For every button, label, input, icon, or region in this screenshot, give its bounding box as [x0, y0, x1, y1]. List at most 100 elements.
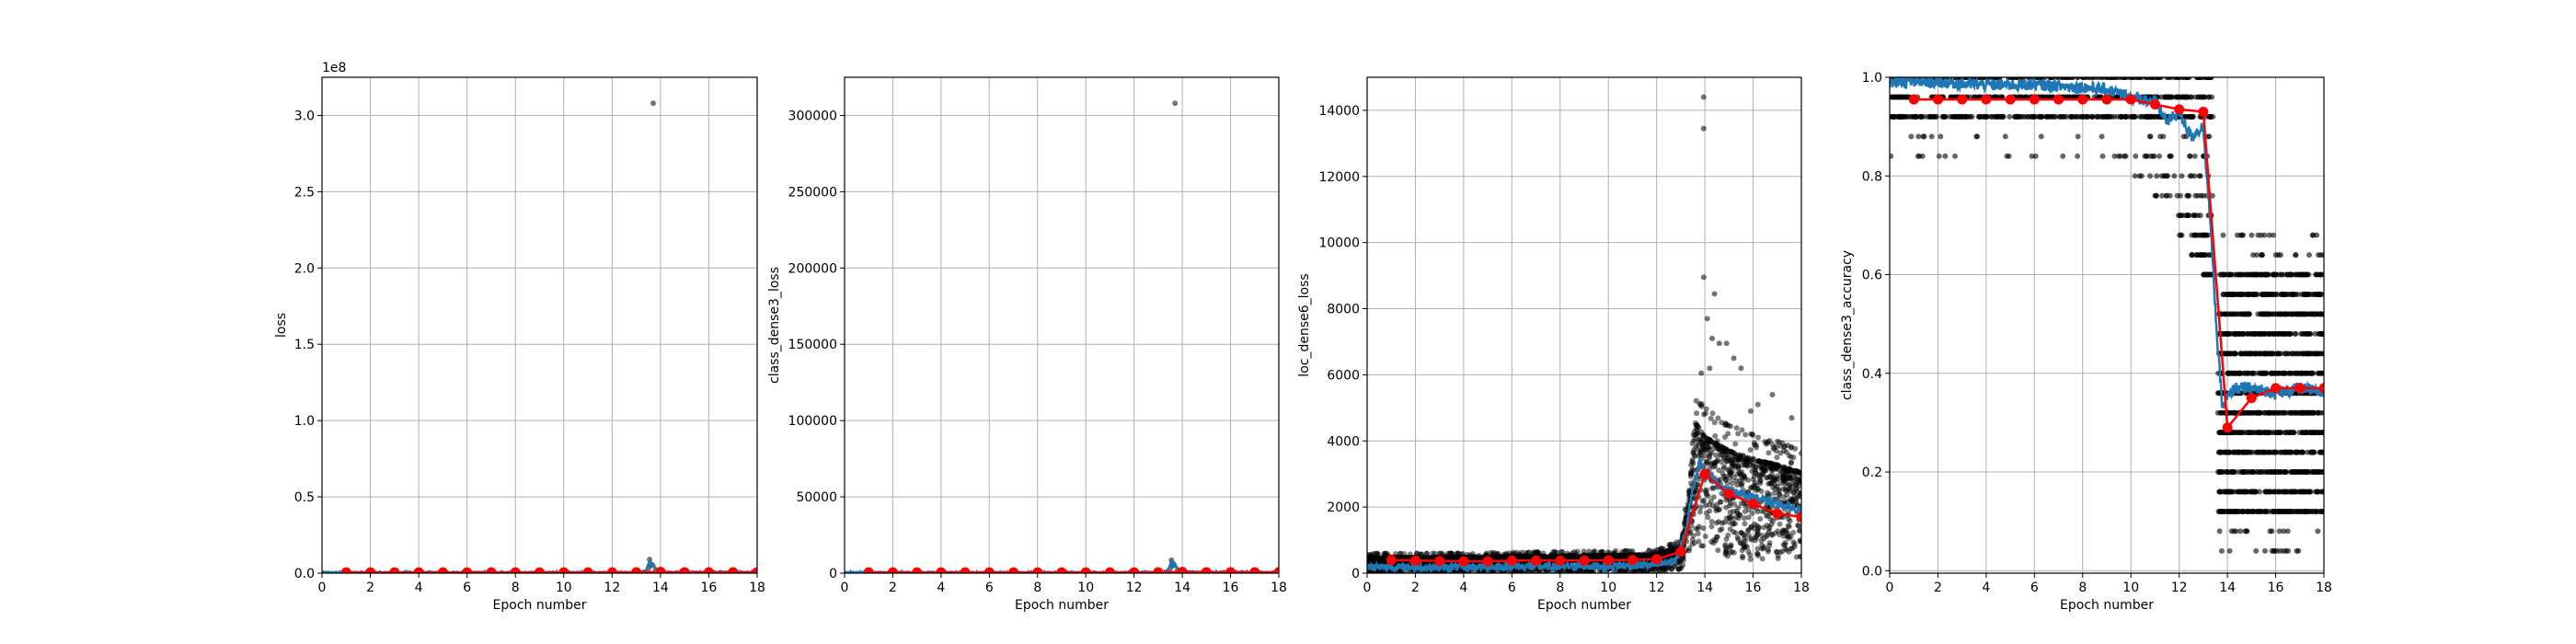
scatter-point	[1696, 509, 1703, 515]
scatter-point	[1673, 539, 1680, 546]
scatter-point	[1898, 113, 1904, 120]
scatter-point	[1921, 133, 1927, 140]
x-tick-label: 8	[1556, 581, 1564, 595]
scatter-point	[1694, 410, 1700, 417]
scatter-point	[2132, 113, 2138, 120]
scatter-point	[2267, 430, 2273, 436]
scatter-point	[2269, 469, 2275, 476]
y-tick-label: 0.5	[294, 490, 315, 505]
epoch-mean-marker	[1458, 556, 1469, 567]
scatter-point	[1721, 464, 1728, 470]
scatter-point	[2132, 173, 2138, 179]
epoch-mean-marker	[1386, 555, 1397, 566]
scatter-point	[2159, 192, 2166, 199]
scatter-point	[1790, 468, 1797, 475]
scatter-point	[1747, 408, 1754, 414]
scatter-point	[1754, 486, 1761, 492]
scatter-point	[2312, 469, 2318, 476]
scatter-point	[1696, 476, 1703, 482]
scatter-point	[2188, 113, 2194, 120]
scatter-point	[1915, 153, 1921, 159]
x-tick-label: 16	[701, 581, 718, 595]
scatter-point	[2145, 77, 2151, 80]
scatter-point	[1795, 468, 1801, 475]
y-tick-label: 0	[829, 567, 837, 581]
scatter-point	[1976, 113, 1983, 120]
scatter-point	[1567, 553, 1573, 559]
scatter-point	[1708, 523, 1715, 530]
scatter-point	[2237, 430, 2244, 436]
scatter-point	[1761, 544, 1767, 550]
x-tick-label: 16	[1223, 581, 1239, 595]
scatter-point	[2060, 153, 2066, 159]
epoch-mean-marker	[1675, 546, 1686, 558]
scatter-point	[1729, 480, 1735, 487]
scatter-point	[2194, 252, 2201, 259]
scatter-point	[2314, 489, 2320, 495]
x-tick-label: 2	[889, 581, 897, 595]
scatter-point	[1747, 557, 1754, 563]
scatter-point	[2021, 113, 2028, 120]
scatter-point	[2162, 94, 2168, 100]
scatter-point	[1936, 153, 1942, 159]
scatter-point	[2195, 94, 2202, 100]
scatter-point	[1667, 547, 1673, 554]
y-axis-label: class_dense3_loss	[767, 267, 782, 384]
scatter-point	[1742, 521, 1748, 527]
grid	[1366, 77, 1802, 574]
epoch-mean-line	[346, 570, 757, 573]
scatter-point	[2306, 489, 2312, 495]
scatter-point	[1925, 113, 1931, 120]
scatter-point	[2048, 77, 2054, 80]
scatter-point	[1716, 467, 1722, 474]
epoch-mean-marker	[1699, 468, 1710, 479]
scatter-point	[1726, 422, 1732, 429]
epoch-mean-marker	[340, 567, 351, 573]
scatter-point	[1753, 464, 1759, 470]
scatter-point	[2070, 77, 2076, 80]
scatter-point	[1773, 463, 1779, 469]
epoch-mean-marker	[1153, 567, 1164, 573]
scatter-point	[2138, 113, 2145, 120]
y-tick-label: 200000	[788, 261, 837, 276]
scatter-point	[2135, 77, 2142, 80]
x-tick-label: 18	[1271, 581, 1287, 595]
scatter-point	[1710, 494, 1717, 500]
scatter-point	[1591, 548, 1597, 555]
x-tick-label: 10	[556, 581, 572, 595]
scatter-point	[2296, 489, 2303, 495]
scatter-point	[2230, 449, 2237, 455]
scatter-point	[1777, 450, 1784, 456]
scatter-point	[1738, 365, 1744, 372]
scatter-point	[1890, 153, 1894, 159]
scatter-point	[2308, 449, 2315, 455]
scatter-point	[1745, 532, 1752, 538]
scatter-point	[1501, 554, 1507, 560]
scatter-point	[2317, 430, 2323, 436]
scatter-point	[1708, 415, 1714, 421]
scatter-point	[1731, 508, 1737, 514]
scatter-point	[1796, 523, 1801, 529]
scatter-point	[1558, 569, 1564, 573]
epoch-mean-marker	[389, 567, 400, 573]
y-tick-label: 1.5	[294, 338, 315, 352]
scatter-point	[1787, 496, 1793, 502]
scatter-point	[1791, 494, 1798, 500]
axes-frame	[844, 76, 1280, 574]
scatter-point	[1733, 462, 1740, 468]
scatter-point	[1754, 401, 1761, 408]
scatter-point	[2191, 173, 2198, 179]
epoch-mean-marker	[1482, 556, 1493, 567]
epoch-mean-marker	[1056, 567, 1067, 573]
scatter-point	[1774, 473, 1780, 479]
scatter-point	[1798, 554, 1801, 560]
scatter-point	[1742, 537, 1749, 544]
scatter-point	[1978, 77, 1984, 80]
scatter-point	[1715, 547, 1721, 554]
scatter-point	[1701, 497, 1708, 503]
scatter-point	[2185, 213, 2191, 219]
scatter-point	[2096, 77, 2102, 80]
scatter-point	[1779, 440, 1786, 446]
scatter-point	[2088, 113, 2095, 120]
scatter-point	[1676, 559, 1683, 566]
